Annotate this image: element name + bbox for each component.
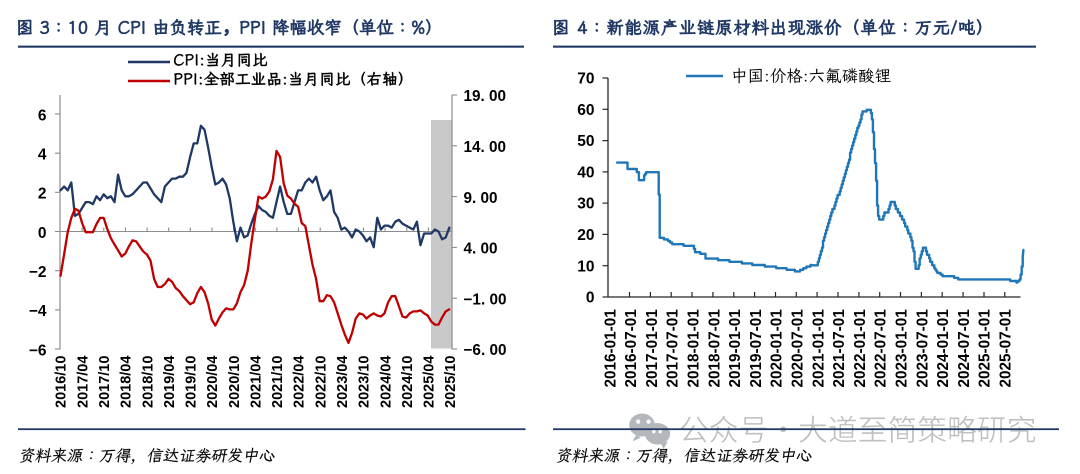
svg-text:2017-01-01: 2017-01-01 [644,309,661,388]
svg-text:−6. 00: −6. 00 [464,342,507,359]
svg-text:−6: −6 [29,342,47,359]
svg-text:2024-07-01: 2024-07-01 [956,309,973,388]
svg-text:2025-01-01: 2025-01-01 [977,309,994,388]
svg-text:2023/10: 2023/10 [357,356,373,408]
svg-text:2016-07-01: 2016-07-01 [623,309,640,388]
svg-text:14. 00: 14. 00 [464,139,507,156]
svg-text:2024/10: 2024/10 [400,356,416,408]
svg-text:2025/10: 2025/10 [443,356,459,408]
svg-text:70: 70 [577,71,594,88]
svg-text:2022/10: 2022/10 [313,356,329,408]
svg-text:2025-07-01: 2025-07-01 [998,309,1015,388]
svg-text:2016-01-01: 2016-01-01 [602,309,619,388]
svg-text:10: 10 [577,258,594,275]
svg-text:2020-07-01: 2020-07-01 [790,309,807,388]
svg-text:2017/04: 2017/04 [75,356,91,408]
svg-text:9. 00: 9. 00 [464,190,498,207]
svg-text:50: 50 [577,133,594,150]
svg-text:2025/04: 2025/04 [422,356,438,408]
svg-text:0: 0 [38,225,47,242]
svg-text:2: 2 [38,186,47,203]
svg-text:6: 6 [38,107,47,124]
svg-text:2020-01-01: 2020-01-01 [769,309,786,388]
svg-text:30: 30 [577,196,594,213]
svg-text:4: 4 [38,147,47,164]
svg-text:20: 20 [577,227,594,244]
svg-text:2018-01-01: 2018-01-01 [686,309,703,388]
svg-text:2019/10: 2019/10 [184,356,200,408]
svg-text:2023/04: 2023/04 [335,356,351,408]
svg-text:2023-01-01: 2023-01-01 [894,309,911,388]
svg-text:2023-07-01: 2023-07-01 [914,309,931,388]
svg-text:2019-01-01: 2019-01-01 [727,309,744,388]
svg-text:40: 40 [577,165,594,182]
svg-text:−2: −2 [29,264,47,281]
svg-text:2021/10: 2021/10 [270,356,286,408]
svg-text:2020/04: 2020/04 [205,356,221,408]
svg-text:2024-01-01: 2024-01-01 [935,309,952,388]
svg-text:2021/04: 2021/04 [249,356,265,408]
svg-text:60: 60 [577,102,594,119]
svg-text:2022-07-01: 2022-07-01 [873,309,890,388]
svg-text:2017/10: 2017/10 [97,356,113,408]
svg-text:2020/10: 2020/10 [227,356,243,408]
svg-text:0: 0 [586,290,595,307]
svg-text:−1. 00: −1. 00 [464,291,507,308]
svg-text:4. 00: 4. 00 [464,241,498,258]
svg-text:2017-07-01: 2017-07-01 [665,309,682,388]
svg-text:2021-07-01: 2021-07-01 [831,309,848,388]
svg-text:2016/10: 2016/10 [54,356,70,408]
svg-text:2018-07-01: 2018-07-01 [706,309,723,388]
svg-text:19. 00: 19. 00 [464,88,507,105]
svg-text:2022/04: 2022/04 [292,356,308,408]
svg-text:2018/10: 2018/10 [140,356,156,408]
svg-text:2018/04: 2018/04 [119,356,135,408]
svg-text:2019-07-01: 2019-07-01 [748,309,765,388]
svg-text:2019/04: 2019/04 [162,356,178,408]
svg-text:2022-01-01: 2022-01-01 [852,309,869,388]
svg-text:−4: −4 [29,303,47,320]
svg-text:2024/04: 2024/04 [378,356,394,408]
svg-text:2021-01-01: 2021-01-01 [810,309,827,388]
